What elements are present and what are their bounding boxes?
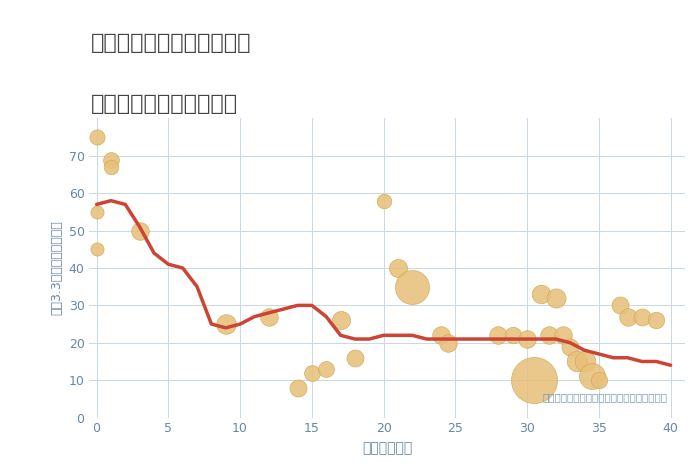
Point — [91, 208, 102, 216]
Point — [349, 354, 360, 361]
Point — [579, 358, 590, 365]
Text: 築年数別中古戸建て価格: 築年数別中古戸建て価格 — [91, 94, 238, 114]
Point — [528, 376, 540, 384]
Point — [586, 373, 597, 380]
Point — [543, 331, 554, 339]
Point — [321, 365, 332, 373]
Point — [407, 283, 418, 290]
Point — [292, 384, 303, 392]
Point — [307, 369, 318, 376]
Point — [615, 302, 626, 309]
Text: 兵庫県豊岡市日高町荒川の: 兵庫県豊岡市日高町荒川の — [91, 33, 251, 53]
Point — [91, 133, 102, 141]
Point — [622, 313, 634, 321]
Point — [134, 227, 145, 235]
Point — [335, 317, 346, 324]
Point — [105, 163, 116, 171]
Point — [378, 197, 389, 204]
Point — [393, 264, 404, 272]
Point — [442, 339, 454, 346]
Y-axis label: 坪（3.3㎡）単価（万円）: 坪（3.3㎡）単価（万円） — [50, 220, 63, 315]
Point — [91, 245, 102, 253]
Point — [493, 331, 504, 339]
Point — [565, 343, 576, 350]
Point — [550, 294, 561, 302]
Point — [522, 335, 533, 343]
Point — [557, 331, 568, 339]
Point — [536, 290, 547, 298]
Point — [435, 331, 447, 339]
Point — [220, 321, 232, 328]
Point — [636, 313, 648, 321]
Point — [651, 317, 662, 324]
Text: 円の大きさは、取引のあった物件面積を示す: 円の大きさは、取引のあった物件面積を示す — [542, 392, 667, 403]
X-axis label: 築年数（年）: 築年数（年） — [362, 441, 412, 455]
Point — [105, 156, 116, 163]
Point — [508, 331, 519, 339]
Point — [594, 376, 605, 384]
Point — [263, 313, 274, 321]
Point — [572, 358, 583, 365]
